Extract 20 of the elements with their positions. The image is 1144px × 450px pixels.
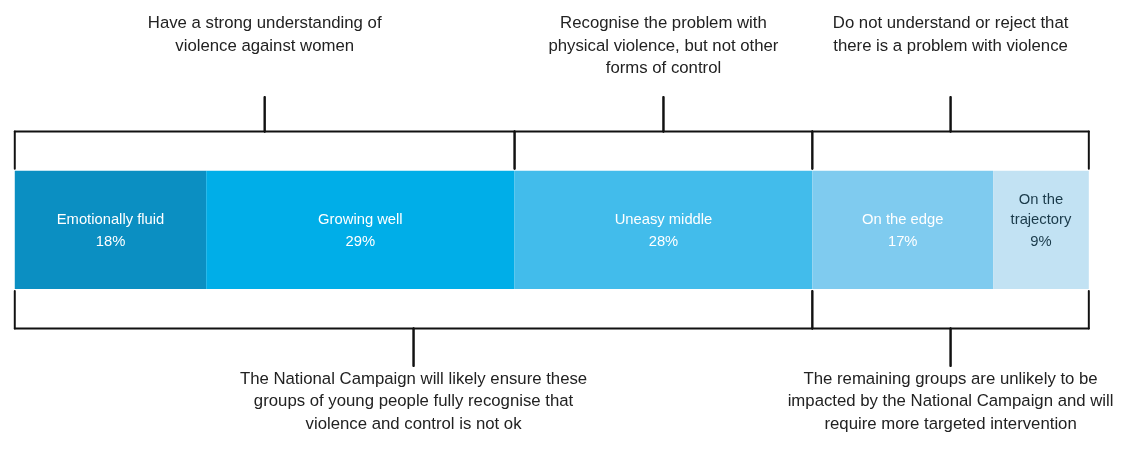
bar	[514, 170, 813, 290]
data-label: 28%	[648, 232, 679, 249]
data-label: 18%	[95, 232, 126, 249]
series-label: Uneasy middle	[614, 211, 713, 228]
bar	[206, 170, 515, 290]
bar	[993, 170, 1089, 290]
data-label: 9%	[1030, 232, 1052, 249]
text: Do not understand or reject that there is a problem with violence	[832, 12, 1069, 55]
bar	[14, 170, 207, 290]
series-label: Emotionally fluid	[56, 211, 165, 228]
text: Have a strong understanding of violence against women	[147, 12, 382, 55]
series-label: On the edge	[862, 211, 944, 228]
text: Recognise the problem with physical violence, but not other forms of control	[548, 12, 779, 78]
series-label: On the trajectory	[1010, 191, 1072, 228]
text: The National Campaign will likely ensure these groups of young people fully recognise that violence and control is not ok	[239, 368, 588, 433]
series-label: Growing well	[318, 211, 403, 228]
bar	[812, 170, 994, 290]
text: The remaining groups are unlikely to be impacted by the National Campaign and will require more targeted intervention	[787, 368, 1114, 433]
data-label: 29%	[345, 232, 376, 249]
data-label: 17%	[887, 232, 918, 249]
